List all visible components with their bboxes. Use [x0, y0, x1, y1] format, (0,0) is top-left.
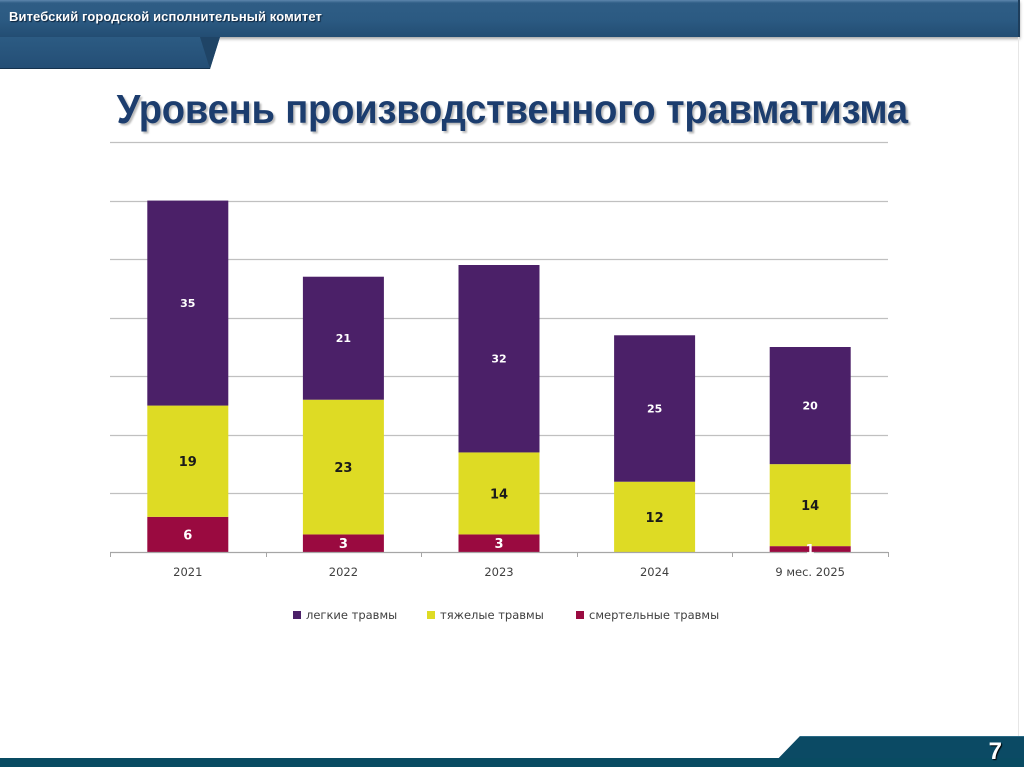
- header-tab-decoration: [0, 37, 220, 69]
- data-label: 19: [179, 455, 197, 470]
- legend-swatch-fatal: [576, 611, 584, 619]
- data-label: 14: [490, 487, 508, 502]
- bar-segment: [147, 405, 229, 517]
- data-label: 25: [647, 403, 662, 416]
- bar-segment: [769, 464, 851, 547]
- chart-legend: легкие травмы тяжелые травмы смертельные…: [0, 608, 1024, 624]
- x-tick-label: 2022: [329, 565, 358, 579]
- bar-segment: [614, 335, 696, 482]
- data-label: 3: [494, 537, 503, 552]
- page-border: [1018, 37, 1019, 737]
- bar-segment: [147, 200, 229, 406]
- data-label: 21: [336, 332, 351, 345]
- bar-segment: [458, 265, 540, 453]
- header-bar: Витебский городской исполнительный комит…: [0, 0, 1020, 37]
- data-label: 3: [339, 537, 348, 552]
- x-tick-label: 9 мес. 2025: [775, 565, 845, 579]
- data-label: 14: [801, 499, 819, 514]
- legend-label-light: легкие травмы: [306, 608, 398, 622]
- data-label: 12: [646, 511, 664, 526]
- legend-swatch-severe: [427, 611, 435, 619]
- bar-segment: [147, 516, 229, 552]
- legend-label-fatal: смертельные травмы: [589, 608, 720, 622]
- data-label: 6: [183, 528, 192, 543]
- legend-item-severe: тяжелые травмы: [427, 608, 544, 622]
- footer-bar: [0, 758, 1024, 767]
- data-label: 1: [806, 543, 815, 558]
- data-label: 32: [491, 353, 506, 366]
- legend-swatch-light: [293, 611, 301, 619]
- stacked-bar-chart: 2021 2022 2023 2024 9 мес. 2025 619353232131…: [110, 141, 889, 579]
- slide-title: Уровень производственного травматизма: [116, 86, 908, 132]
- bar-segment: [458, 534, 540, 552]
- bar-segment: [302, 534, 384, 552]
- bar-segment: [302, 276, 384, 400]
- bar-segment: [769, 347, 851, 465]
- legend-item-fatal: смертельные травмы: [576, 608, 719, 622]
- legend-item-light: легкие травмы: [293, 608, 397, 622]
- legend-label-severe: тяжелые травмы: [440, 608, 544, 622]
- bar-segment: [458, 452, 540, 535]
- x-tick-label: 2023: [484, 565, 513, 579]
- org-name: Витебский городской исполнительный комит…: [9, 9, 322, 24]
- data-label: 35: [180, 297, 195, 310]
- page-number: 7: [988, 738, 1002, 765]
- x-tick-label: 2024: [640, 565, 669, 579]
- bar-segment: [769, 546, 851, 552]
- data-label: 20: [803, 400, 819, 413]
- bar-segment: [302, 399, 384, 535]
- bar-segment: [614, 481, 696, 552]
- x-tick-label: 2021: [173, 565, 202, 579]
- data-label: 23: [334, 461, 352, 476]
